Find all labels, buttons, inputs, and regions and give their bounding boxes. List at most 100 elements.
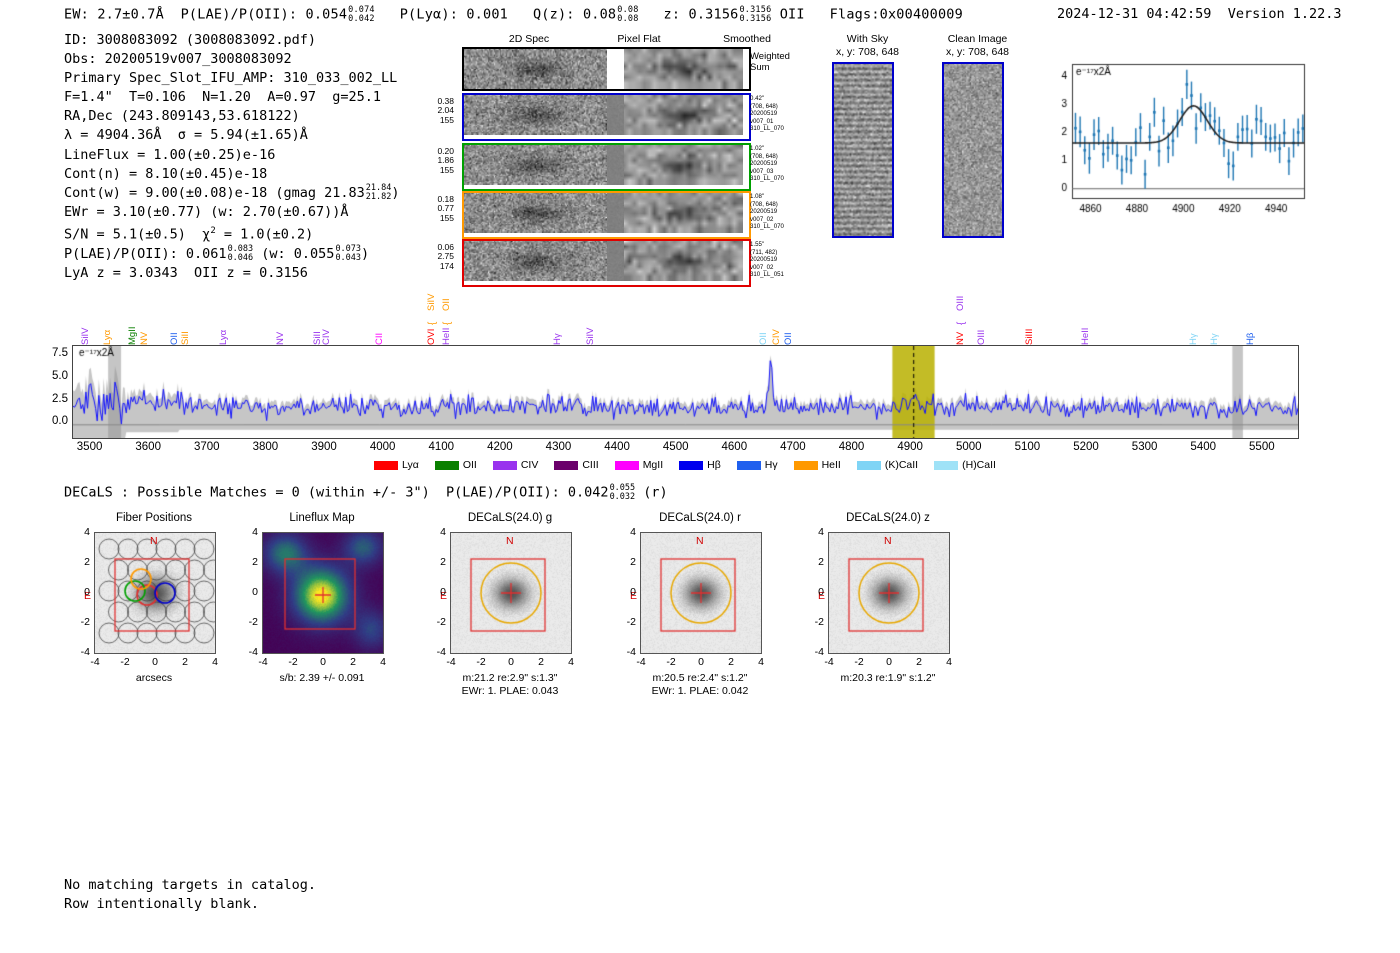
cutout-y-tick: 4 — [84, 526, 90, 538]
chi-symbol: χ — [202, 226, 211, 243]
cutout-x-tick: 4 — [946, 656, 952, 668]
legend-item: CIV — [492, 459, 538, 471]
spectrum-x-tick: 4400 — [604, 441, 630, 453]
cutout-x-tick: 2 — [538, 656, 544, 668]
emission-line-label: CIV — [770, 329, 782, 345]
legend-swatch — [934, 460, 959, 470]
row-metrics: 0.38 2.04 155 — [430, 96, 454, 125]
decals-plae-lo: 0.032 — [609, 491, 636, 502]
summary-header: EW: 2.7±0.7Å P(LAE)/P(OII): 0.054 0.074 0.… — [64, 6, 963, 23]
info-obs: Obs: 20200519v007_3008083092 — [64, 51, 292, 68]
cutout-image[interactable] — [640, 532, 762, 654]
plya-value: 0.001 — [466, 6, 508, 23]
spectrum-x-tick: 5200 — [1073, 441, 1099, 453]
weighted-sum-label: Weighted Sum — [750, 51, 790, 73]
row-smoothed — [624, 145, 743, 185]
exposure-row — [462, 239, 751, 287]
row-metrics: 0.20 1.86 155 — [430, 146, 454, 175]
emission-line-label: SiIV — [425, 293, 437, 311]
plae-bounds: 0.074 0.042 — [348, 6, 375, 23]
spectrum-x-tick: 3600 — [135, 441, 161, 453]
cutout-x-tick: 2 — [728, 656, 734, 668]
decals-cutout-panel: DECaLS(24.0) r N E 4 2 0 -2 -4 -4 -2 0 2 4 m:20.5 re:… — [610, 512, 790, 712]
row-exposure-info: 0.42" (708, 648) 20200519 v007_01 310_LL… — [750, 95, 784, 133]
row-metric-value: 0.77 — [437, 203, 454, 214]
legend-label: (H)CaII — [962, 459, 996, 471]
decals-cutout-panel: DECaLS(24.0) z N E 4 2 0 -2 -4 -4 -2 0 2 4 m:20.3 re:… — [798, 512, 978, 712]
spectrum-x-tick: 4900 — [897, 441, 923, 453]
object-info-block: ID: 3008083092 (3008083092.pdf) Obs: 202… — [64, 31, 399, 283]
east-indicator: E — [818, 590, 826, 602]
spectrum-y-tick: 5.0 — [52, 369, 68, 382]
spectrum-x-tick: 4800 — [838, 441, 865, 453]
cutout-x-tick: 4 — [758, 656, 764, 668]
cutout-x-tick: -4 — [824, 656, 834, 668]
cutout-image[interactable] — [262, 532, 384, 654]
spectrum-x-tick: 4100 — [428, 441, 455, 453]
row-metric-value: 1.86 — [437, 155, 454, 166]
cutout-y-tick: 4 — [440, 526, 446, 538]
row-2dspec — [464, 95, 607, 135]
cutout-x-tick: -2 — [666, 656, 676, 668]
emission-line-label: OIII — [955, 295, 967, 311]
chi-value: = 1.0(±0.2) — [215, 226, 314, 243]
flags-label: Flags:0x00400009 — [804, 6, 963, 23]
cutout-image[interactable] — [828, 532, 950, 654]
row-smoothed — [624, 193, 743, 233]
spectrum-y-tick: 7.5 — [52, 347, 68, 360]
z-bounds: 0.3156 0.3156 — [739, 6, 771, 23]
timestamp-version: 2024-12-31 04:42:59 Version 1.22.3 — [1057, 6, 1342, 22]
z-hi: 0.3156 — [739, 5, 772, 15]
cutout-y-tick: -2 — [248, 616, 258, 628]
cutout-image[interactable] — [94, 532, 216, 654]
cutout-image[interactable] — [450, 532, 572, 654]
footer-notes: No matching targets in catalog. Row inte… — [64, 876, 316, 914]
gmag-bounds: 21.84 21.82 — [366, 184, 392, 201]
info-plae-bounds: 0.083 0.046 — [228, 245, 254, 262]
decals-plae-hi: 0.055 — [609, 483, 636, 493]
row-metric-value: 0.38 — [437, 96, 454, 106]
decals-header-band: (r) — [635, 484, 668, 501]
emission-line-label: SiIII — [1024, 328, 1036, 345]
emission-line-label: OIII — [975, 329, 987, 345]
cutout-y-tick: 0 — [630, 586, 636, 598]
east-indicator: E — [84, 590, 92, 602]
emission-line-label: CII — [374, 332, 386, 345]
row-metric-value: 174 — [439, 260, 454, 271]
with-sky-title: With Sky x, y: 708, 648 — [820, 33, 915, 58]
info-cont-w-close: ) — [391, 184, 400, 201]
cutout-x-tick: -4 — [446, 656, 456, 668]
info-plae-close: ) — [361, 245, 370, 262]
info-plae-hi: 0.083 — [227, 244, 254, 255]
info-cont-w: Cont(w) = 9.00(±0.08)e-18 (gmag 21.83 — [64, 184, 365, 201]
z-value: 0.3156 — [688, 6, 739, 23]
emission-line-brace: { — [442, 321, 454, 325]
legend-label: OII — [462, 459, 477, 471]
emission-line-label: Lyα — [218, 329, 230, 345]
legend-item: OII — [434, 459, 477, 471]
exposure-row — [462, 143, 751, 191]
row-metric-value: 2.75 — [437, 251, 454, 262]
emission-line-brace: { — [426, 321, 438, 325]
emission-line-label: OII — [783, 332, 795, 345]
with-sky-label: With Sky — [846, 33, 889, 45]
info-plae-w: (w: 0.055 — [253, 245, 335, 262]
row-metric-value: 2.04 — [437, 105, 454, 116]
row-exposure-info: 1.08" (708, 648) 20200519 v007_02 310_LL… — [750, 193, 784, 231]
cutout-y-tick: -4 — [80, 646, 90, 658]
spectrum-x-tick: 4600 — [721, 441, 748, 453]
emission-line-label: NV — [275, 331, 287, 345]
clean-image-label: Clean Image — [947, 33, 1008, 45]
legend-item: MgII — [614, 459, 663, 471]
emission-line-label: MgII — [126, 326, 138, 345]
emission-line-label: Hβ — [1245, 332, 1257, 345]
cutout-y-tick: -2 — [436, 616, 446, 628]
north-indicator: N — [150, 535, 158, 547]
cutout-y-tick: -4 — [248, 646, 258, 658]
spectrum-x-tick: 5000 — [955, 441, 982, 453]
legend-label: Lyα — [402, 459, 419, 471]
emission-line-brace: { — [956, 321, 968, 325]
info-plae-w-hi: 0.073 — [335, 244, 362, 255]
row-metric-value: 0.18 — [437, 194, 454, 204]
z-lo: 0.3156 — [739, 13, 772, 24]
